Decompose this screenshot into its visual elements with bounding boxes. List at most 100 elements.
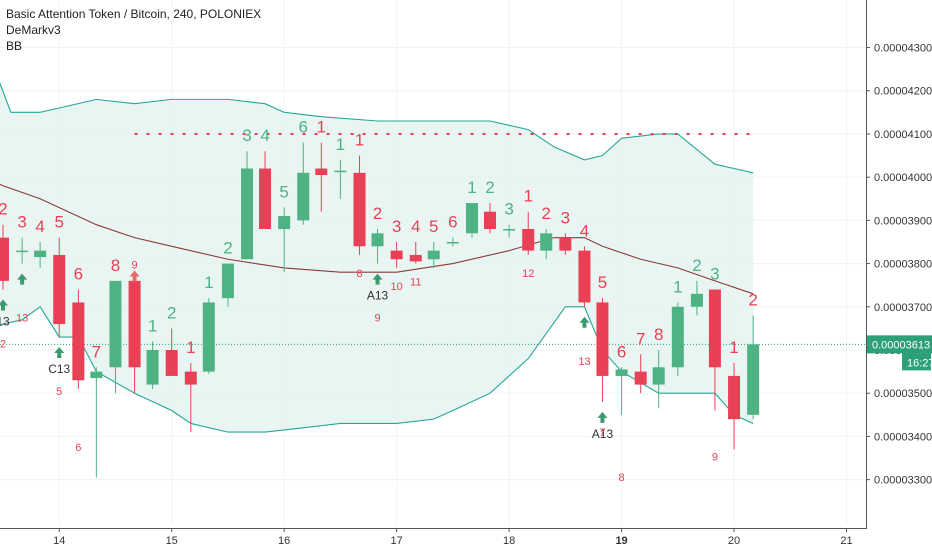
- countdown-label: 11: [410, 277, 421, 289]
- candle-body: [596, 302, 609, 376]
- candle-body: [747, 344, 760, 415]
- setup-count-label: 2: [0, 200, 8, 219]
- candle-body: [634, 371, 647, 385]
- candle: [53, 237, 66, 338]
- candle: [371, 229, 384, 264]
- countdown-label: 12: [522, 268, 534, 280]
- candle-body: [371, 233, 384, 247]
- candles: [0, 142, 760, 478]
- setup-count-label: 4: [260, 126, 269, 145]
- candle: [483, 203, 496, 234]
- price-tick-label: 0.00003300: [874, 475, 932, 487]
- setup-count-label: 3: [504, 200, 513, 219]
- countdown-label: 9: [132, 260, 138, 272]
- setup-count-label: 1: [355, 131, 364, 150]
- candle: [165, 328, 178, 376]
- candle: [690, 280, 703, 316]
- setup-count-label: 1: [729, 338, 738, 357]
- candle-body: [690, 293, 703, 307]
- setup-count-label: 6: [74, 265, 83, 284]
- candle: [596, 298, 609, 402]
- signal-arrow-icon: [372, 273, 383, 285]
- candle-body: [297, 172, 310, 221]
- candle-body: [34, 250, 47, 258]
- candle: [297, 142, 310, 225]
- price-tick-label: 0.00003800: [874, 259, 932, 271]
- candle: [334, 159, 347, 199]
- candle: [446, 237, 459, 247]
- setup-count-label: 1: [673, 277, 682, 296]
- candle-body: [465, 203, 478, 234]
- candle: [146, 341, 159, 389]
- candle: [427, 241, 440, 268]
- candle-body: [53, 254, 66, 325]
- signal-arrow-icon: [579, 316, 590, 328]
- setup-count-label: 1: [467, 178, 476, 197]
- current-price-tag: [867, 335, 932, 354]
- candle-body: [540, 233, 553, 251]
- candle: [390, 241, 403, 268]
- candle-body: [615, 369, 628, 376]
- candle-body: [109, 280, 122, 368]
- setup-count-label: 4: [35, 217, 44, 236]
- candle-body: [241, 168, 254, 260]
- candle-body: [728, 375, 741, 420]
- price-tick-label: 0.00003900: [874, 215, 932, 227]
- candle: [221, 263, 234, 307]
- candle-body: [671, 306, 684, 368]
- setup-count-label: 1: [336, 135, 345, 154]
- candle-body: [390, 250, 403, 260]
- candle-body: [559, 237, 572, 251]
- setup-count-label: 6: [448, 213, 457, 232]
- setup-count-label: 2: [223, 239, 232, 258]
- setup-count-label: 4: [411, 217, 420, 236]
- setup-count-label: 3: [392, 217, 401, 236]
- candle-body: [221, 263, 234, 299]
- signal-label: 13: [0, 315, 10, 329]
- countdown-label: 7: [599, 427, 605, 439]
- candle: [241, 151, 254, 260]
- time-tick-label: 21: [840, 535, 852, 547]
- setup-count-label: 5: [279, 182, 288, 201]
- countdown-label: 2: [0, 339, 6, 351]
- setup-count-label: 2: [748, 290, 757, 309]
- candle: [90, 367, 103, 478]
- study-bollinger: BB: [6, 39, 23, 53]
- bollinger-fill: [0, 83, 754, 433]
- candle: [747, 315, 760, 420]
- candle: [652, 350, 665, 409]
- candle-body: [259, 168, 272, 230]
- candle: [202, 298, 215, 374]
- countdown-label: 10: [391, 281, 403, 293]
- price-tick-label: 0.00003700: [874, 302, 932, 314]
- candle-body: [202, 302, 215, 372]
- candle-body: [446, 241, 459, 244]
- setup-count-label: 1: [186, 338, 195, 357]
- setup-count-label: 5: [429, 217, 438, 236]
- setup-count-label: 5: [54, 213, 63, 232]
- countdown-tag: [902, 353, 931, 371]
- signal-arrow-icon: [54, 347, 65, 359]
- time-axis-bg: [0, 528, 932, 550]
- candle-body: [165, 350, 178, 376]
- countdown-label: 5: [56, 386, 62, 398]
- bollinger-upper-band: [0, 81, 754, 174]
- candle: [259, 151, 272, 230]
- countdown-label: 13: [578, 356, 590, 368]
- price-tick-label: 0.00004200: [874, 86, 932, 98]
- candle-body: [146, 350, 159, 385]
- candle-body: [90, 371, 103, 379]
- setup-count-label: 7: [636, 329, 645, 348]
- candle-body: [483, 211, 496, 230]
- candle-body: [708, 289, 721, 368]
- candle-body: [409, 254, 422, 262]
- price-tick-label: 0.00004100: [874, 129, 932, 141]
- candle: [540, 229, 553, 260]
- setup-count-label: 2: [167, 303, 176, 322]
- price-axis-bg: [866, 0, 932, 550]
- signals: 13 C13 A13 A13: [0, 270, 613, 441]
- candle-body: [503, 229, 516, 231]
